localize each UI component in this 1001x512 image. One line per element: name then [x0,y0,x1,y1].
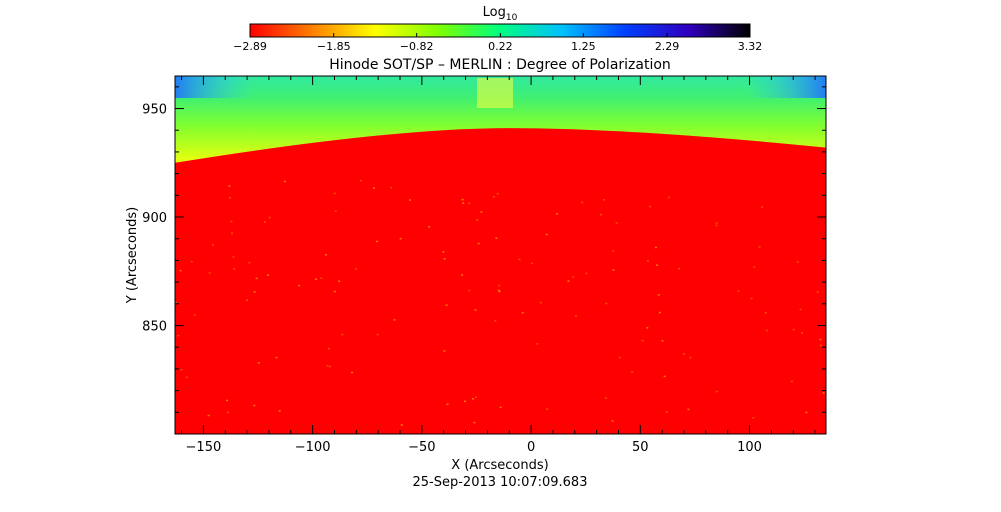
solar-disk [175,128,826,434]
colorbar-label: Log10 [483,5,518,23]
x-axis-label: X (Arcseconds) [451,458,548,473]
colorbar-tick-label: 0.22 [488,40,513,53]
x-tick-label: 0 [527,440,535,455]
raster-patch [477,78,513,108]
x-axis: −150 −100 −50 0 50 100 [181,76,816,455]
disk-speckles [175,180,825,426]
y-axis: 850 900 950 [142,86,826,413]
colorbar-ticks: −2.89 −1.85 −0.82 0.22 1.25 2.29 3.32 [233,33,762,53]
off-limb-blue-right [746,76,826,98]
x-tick-label: −50 [408,440,435,455]
colorbar: Log10 −2.89 −1.85 −0.82 0.22 1.25 2.29 3.32 [233,5,762,53]
off-limb-blue-left [175,76,255,98]
x-tick-label: 100 [737,440,762,455]
colorbar-tick-label: 2.29 [655,40,680,53]
y-tick-label: 900 [142,211,167,226]
y-tick-label: 850 [142,320,167,335]
chart-title: Hinode SOT/SP – MERLIN : Degree of Polar… [329,57,671,73]
y-axis-label: Y (Arcseconds) [125,207,140,304]
timestamp: 25-Sep-2013 10:07:09.683 [413,475,588,490]
y-tick-label: 950 [142,103,167,118]
colorbar-tick-label: −1.85 [317,40,351,53]
x-tick-label: 50 [632,440,649,455]
colorbar-tick-label: −0.82 [400,40,434,53]
plot-frame [174,75,827,435]
polarization-map [175,76,826,434]
colorbar-tick-label: 3.32 [738,40,763,53]
colorbar-label-subscript: 10 [506,13,518,23]
x-tick-label: −100 [295,440,331,455]
colorbar-tick-label: −2.89 [233,40,267,53]
colorbar-tick-label: 1.25 [571,40,596,53]
x-tick-label: −150 [186,440,222,455]
